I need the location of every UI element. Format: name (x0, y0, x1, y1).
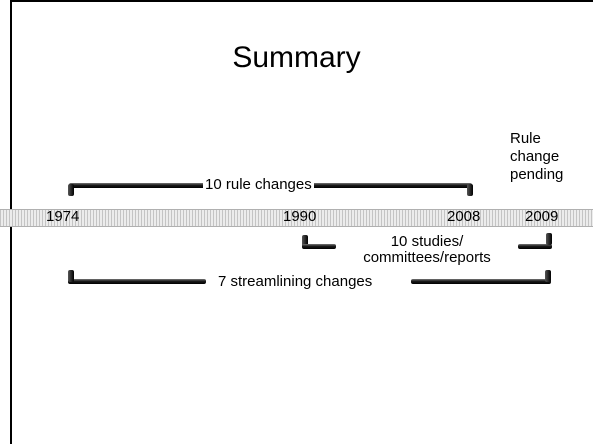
rule-changes-bracket-right-cap (467, 184, 473, 196)
timeline-band (0, 209, 593, 227)
rule-change-pending-label: Rule change pending (510, 130, 570, 184)
studies-bracket-left-bar (302, 244, 336, 249)
streamlining-bracket-right-cap (545, 270, 551, 282)
year-label-1974: 1974 (46, 208, 80, 225)
year-label-1990: 1990 (283, 208, 317, 225)
pending-label-line-3: pending (510, 166, 564, 183)
year-label-2009: 2009 (525, 208, 559, 225)
studies-bracket-right-bar (518, 244, 552, 249)
pending-label-line-2: change (510, 148, 560, 165)
streamlining-label: 7 streamlining changes (218, 273, 373, 290)
streamlining-bracket-left-bar (68, 279, 206, 284)
studies-bracket-right-cap (546, 233, 552, 245)
studies-label: 10 studies/ committees/reports (352, 234, 502, 266)
pending-label-line-1: Rule (510, 130, 541, 147)
slide-title: Summary (232, 41, 361, 74)
streamlining-bracket-left-cap (68, 270, 74, 282)
studies-label-line-1: 10 studies/ (390, 233, 464, 250)
streamlining-bracket-right-bar (411, 279, 551, 284)
rule-changes-bracket-left-cap (68, 184, 74, 196)
year-label-2008: 2008 (447, 208, 481, 225)
studies-label-line-2: committees/reports (363, 249, 491, 266)
slide-border-top (10, 0, 593, 2)
studies-bracket-left-cap (302, 235, 308, 247)
rule-changes-label: 10 rule changes (203, 176, 314, 193)
